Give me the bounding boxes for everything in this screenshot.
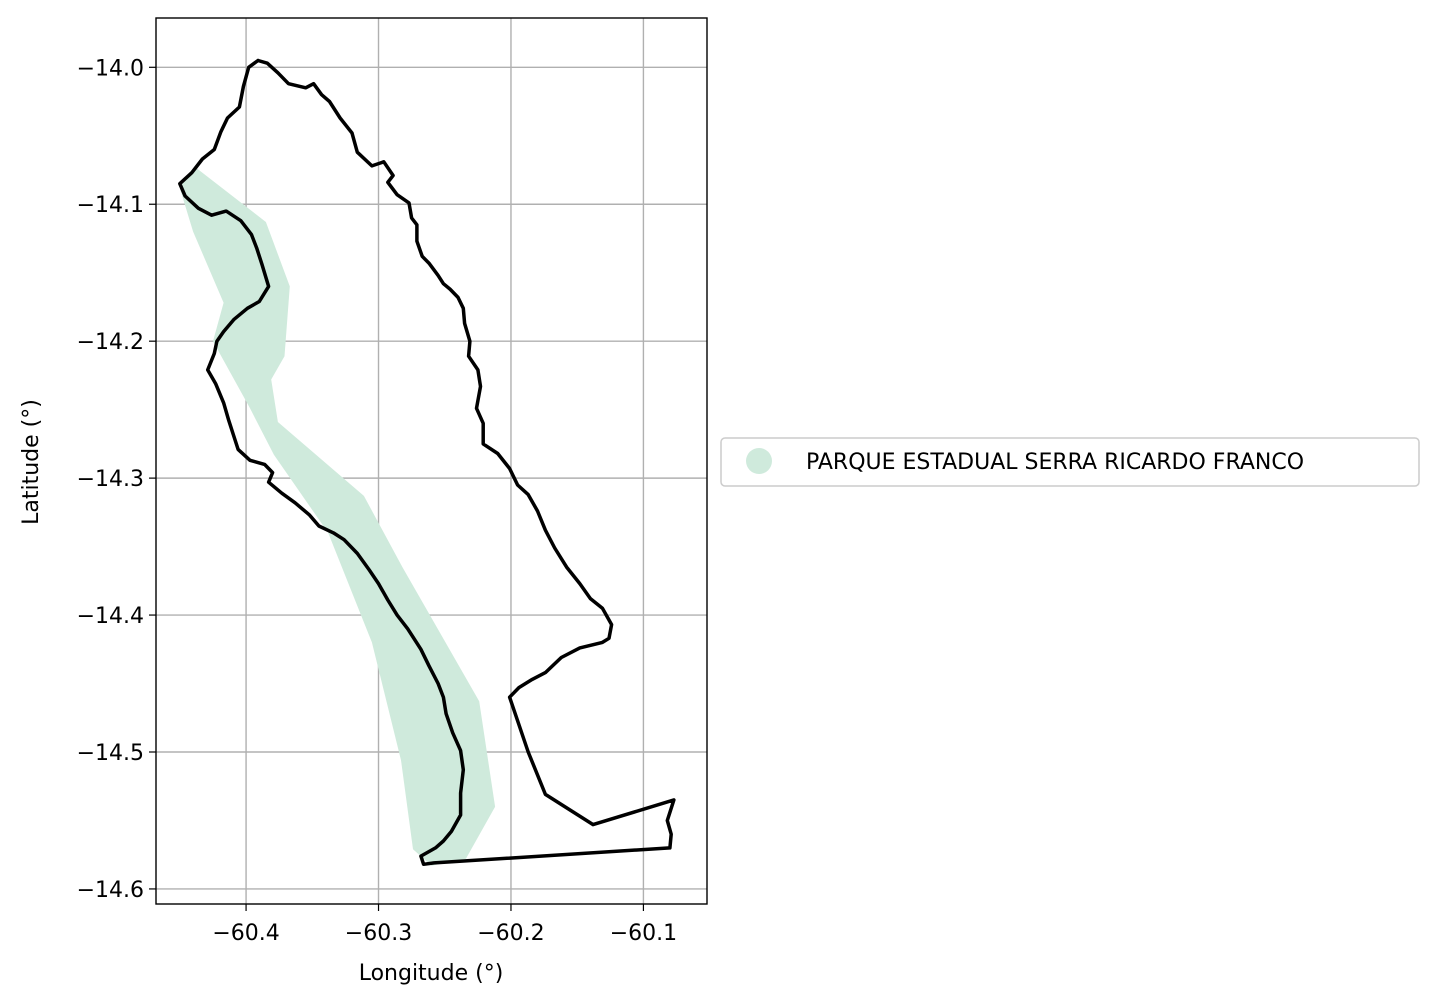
y-tick-label: −14.6 (77, 878, 144, 903)
y-tick-label: −14.3 (77, 467, 144, 492)
gridlines (156, 18, 707, 904)
boundary-outline (178, 58, 676, 867)
y-tick-label: −14.0 (77, 56, 144, 81)
x-axis-label: Longitude (°) (359, 961, 504, 986)
legend-box (720, 437, 1420, 487)
x-tick-label: −60.4 (212, 921, 279, 946)
axis-ticks: −60.4 −60.3 −60.2 −60.1 −14.0 −14.1 −14.2 −14.3… (77, 56, 678, 946)
x-tick-label: −60.3 (345, 921, 412, 946)
y-tick-label: −14.1 (77, 193, 144, 218)
plot-frame (155, 17, 708, 905)
y-axis-label: Latitude (°) (19, 399, 44, 525)
x-tick-label: −60.2 (477, 921, 544, 946)
y-tick-label: −14.5 (77, 741, 144, 766)
legend-label: PARQUE ESTADUAL SERRA RICARDO FRANCO (806, 450, 1304, 475)
y-tick-label: −14.4 (77, 604, 144, 629)
legend: PARQUE ESTADUAL SERRA RICARDO FRANCO (720, 437, 1420, 487)
x-tick-label: −60.1 (610, 921, 677, 946)
legend-marker (746, 448, 772, 474)
map-layers (178, 58, 676, 867)
y-tick-label: −14.2 (77, 330, 144, 355)
park-area-fill (178, 168, 496, 866)
